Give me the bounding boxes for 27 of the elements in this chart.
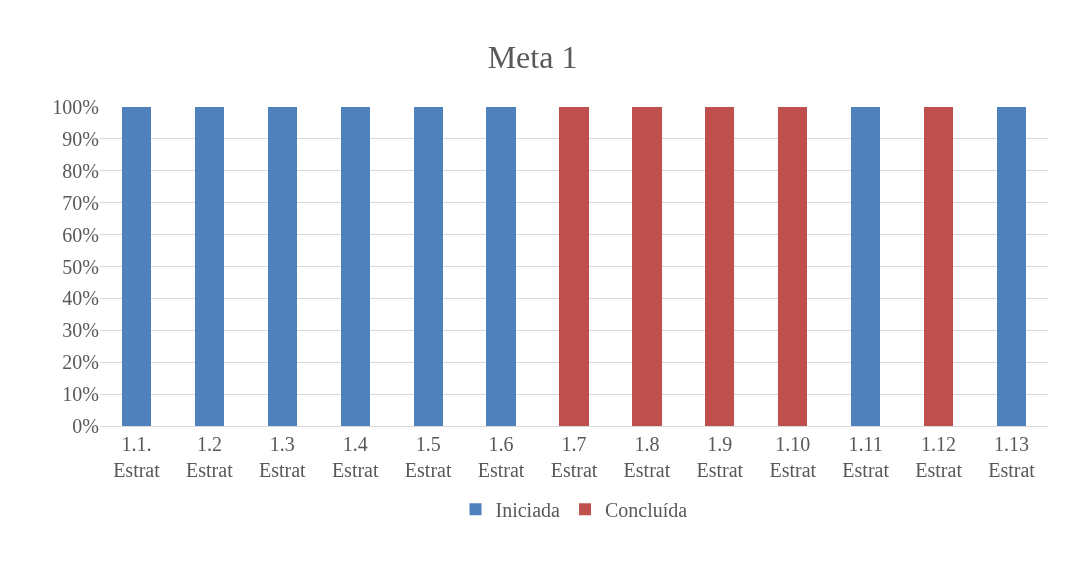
y-tick-label: 30% <box>62 319 99 342</box>
y-tick-label: 20% <box>62 351 99 374</box>
chart-title: Meta 1 <box>487 38 578 75</box>
x-tick-label: 1.2 Estrat <box>186 433 234 481</box>
y-tick-label: 40% <box>62 287 99 310</box>
x-tick-label: 1.3 Estrat <box>258 433 307 481</box>
legend-label: Concluída <box>605 499 688 522</box>
y-tick-label: 0% <box>72 415 99 437</box>
x-tick-label: 1.4 Estrat <box>331 433 379 481</box>
x-tick-label: 1.12 Estrat <box>915 433 963 481</box>
y-tick-label: 80% <box>62 159 99 182</box>
y-tick-label: 60% <box>62 223 99 246</box>
x-tick-label: 1.7 Estrat <box>550 433 598 481</box>
x-tick-label: 1.8 Estrat <box>623 433 671 481</box>
x-tick-label: 1.13 Estrat <box>988 433 1036 481</box>
x-tick-label: 1.10 Estrat <box>769 433 817 481</box>
y-tick-label: 50% <box>62 255 99 278</box>
x-tick-label: 1.5 Estrat <box>404 433 452 481</box>
x-tick-label: 1.11 Estrat <box>842 433 890 481</box>
y-tick-label: 100% <box>52 96 99 118</box>
x-tick-label: 1.9 Estrat <box>696 433 744 481</box>
y-tick-label: 90% <box>62 127 99 150</box>
x-tick-label: 1.1. Estrat <box>113 433 161 481</box>
y-tick-label: 10% <box>62 383 99 406</box>
legend-label: Iniciada <box>495 499 561 522</box>
x-tick-label: 1.6 Estrat <box>477 433 525 481</box>
y-tick-label: 70% <box>62 191 99 214</box>
